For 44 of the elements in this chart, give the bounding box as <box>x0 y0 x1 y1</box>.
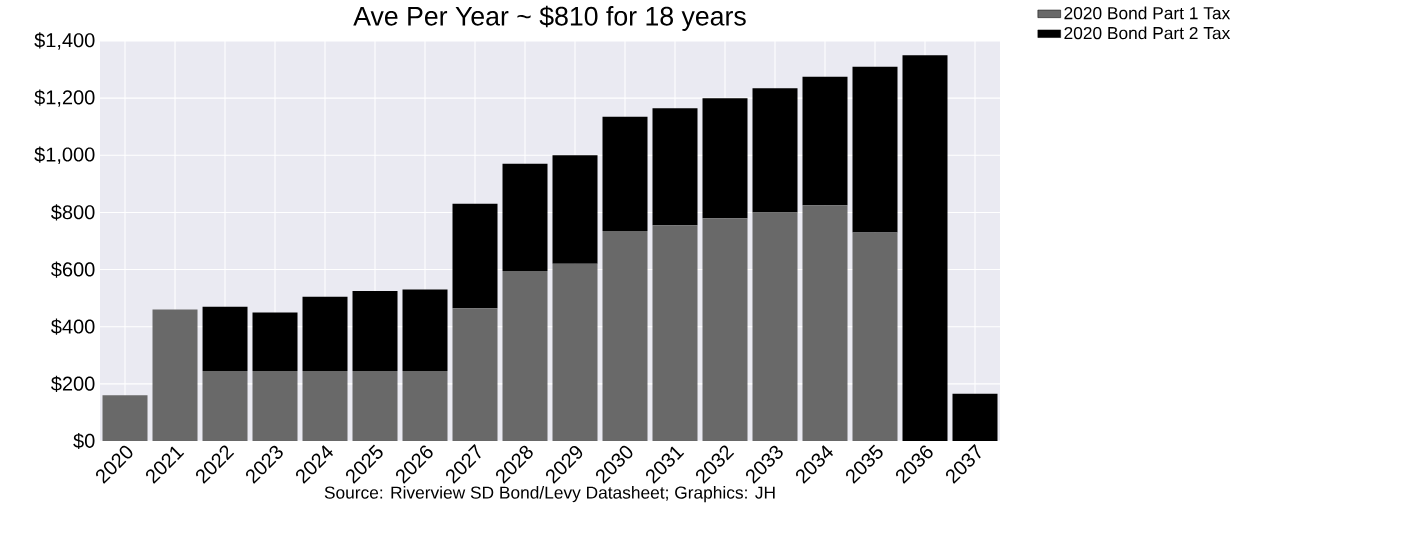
bar <box>602 230 648 441</box>
bar <box>802 76 848 206</box>
bar <box>352 370 398 441</box>
bar <box>652 108 698 226</box>
bar <box>702 98 748 219</box>
bar <box>652 225 698 441</box>
bar <box>252 370 298 441</box>
bar <box>952 393 998 441</box>
bar <box>402 289 448 371</box>
y-tick-label: $800 <box>51 204 95 221</box>
bar <box>352 290 398 371</box>
bar <box>702 218 748 441</box>
bar <box>502 270 548 441</box>
bar <box>552 155 598 264</box>
y-tick-label: $600 <box>51 261 95 278</box>
source-note: Source: Riverview SD Bond/Levy Datasheet; Graphics: JH <box>324 485 775 503</box>
bar <box>202 306 248 371</box>
bar <box>452 203 498 309</box>
bar <box>852 66 898 233</box>
y-tick-label: $1,400 <box>34 32 95 50</box>
bar <box>852 232 898 441</box>
bar <box>302 296 348 371</box>
y-tick-label: $0 <box>73 432 95 450</box>
bar <box>252 312 298 371</box>
bar <box>202 370 248 441</box>
y-tick-label: $200 <box>51 375 95 392</box>
y-tick-label: $1,200 <box>34 89 95 107</box>
bar <box>802 205 848 441</box>
bar <box>552 263 598 441</box>
bar <box>902 55 948 441</box>
bar <box>602 116 648 231</box>
bar <box>752 212 798 441</box>
bar <box>102 395 148 441</box>
bar <box>402 370 448 441</box>
bar <box>502 163 548 271</box>
bar <box>452 308 498 441</box>
bar <box>302 370 348 441</box>
legend-label: 2020 Bond Part 1 Tax <box>1064 6 1231 20</box>
chart-title: Ave Per Year ~ $810 for 18 years <box>353 5 746 31</box>
legend-label: 2020 Bond Part 2 Tax <box>1064 26 1231 40</box>
y-tick-label: $1,000 <box>34 146 95 164</box>
bar <box>152 309 198 441</box>
y-tick-label: $400 <box>51 318 95 335</box>
bar <box>752 88 798 213</box>
